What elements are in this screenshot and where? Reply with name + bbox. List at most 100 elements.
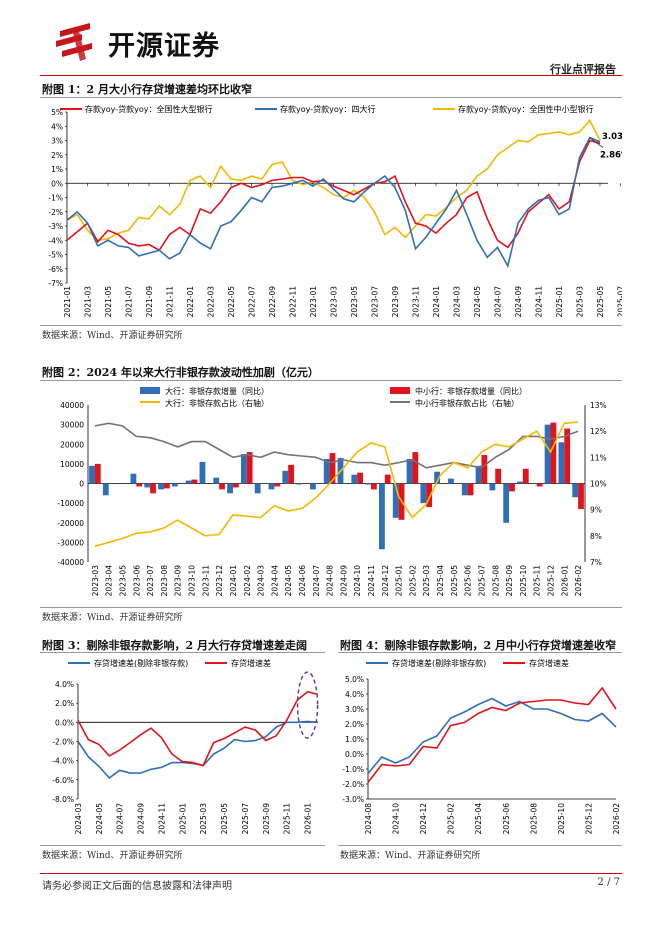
fig2-x-tick-label: 2024-01 — [229, 565, 238, 597]
fig2-x-tick-label: 2024-04 — [270, 565, 279, 597]
fig3-legend-label: 存贷增速差(剔除非银存款) — [94, 658, 188, 668]
fig4-x-tick-label: 2026-02 — [612, 803, 621, 835]
fig1-x-tick-label: 2025-03 — [576, 286, 585, 318]
fig2-x-tick-label: 2025-01 — [395, 565, 404, 597]
fig1-chart: 存款yoy-贷款yoy：全国性大型银行 存款yoy-贷款yoy：四大行 存款yoy-… — [48, 104, 623, 318]
fig3-x-tick-label: 2025-11 — [283, 803, 292, 835]
fig2-bar-large — [213, 477, 220, 484]
fig2-x-tick-label: 2023-09 — [174, 565, 183, 597]
fig2-bar-large — [89, 465, 95, 484]
fig2-y-tick-label: -10000 — [57, 499, 84, 508]
fig1-y-tick-label: -6% — [48, 265, 63, 274]
fig4-y-tick-label: -2.0% — [342, 780, 364, 789]
fig3-series-line-1 — [77, 690, 319, 767]
fig2-legend-label: 中小行非银存款占比（右轴） — [415, 398, 519, 408]
fig2-bar-small — [564, 428, 571, 484]
fig1-x-tick-label: 2024-03 — [453, 286, 462, 318]
fig2-x-tick-label: 2024-09 — [339, 565, 348, 597]
fig4-y-tick-label: 1.0% — [345, 735, 364, 744]
fig4-x-tick-label: 2025-10 — [557, 803, 566, 835]
fig1-y-tick-label: 0% — [51, 179, 63, 188]
fig2-series-line-2 — [94, 421, 579, 548]
fig1-x-tick-label: 2023-07 — [371, 286, 380, 318]
footer-rule — [40, 873, 622, 874]
fig2-title: 附图 2：2024 年以来大行非银存款波动性加剧（亿元） — [42, 366, 319, 379]
fig4-chart: 存贷增速差(剔除非银存款) 存贷增速差 5.0% 4.0% 3.0% 2.0% 1.0% 0.… — [342, 658, 621, 835]
fig2-bar-large — [461, 483, 468, 496]
fig1-source: 数据来源：Wind、开源证券研究所 — [42, 331, 183, 341]
fig3-series-line-0 — [77, 720, 319, 779]
fig2-bar-large — [351, 474, 358, 484]
fig2-bar-large — [489, 483, 496, 491]
fig2-bar-large — [434, 471, 441, 484]
fig1-x-tick-label: 2023-03 — [330, 286, 339, 318]
fig2-bar-small — [163, 483, 170, 489]
fig2-source: 数据来源：Wind、开源证券研究所 — [42, 613, 183, 623]
fig1-y-tick-label: -7% — [48, 279, 63, 288]
fig2-x-tick-label: 2024-12 — [381, 565, 390, 597]
fig2-y-tick-label: 0 — [79, 480, 84, 489]
fig1-y-tick-label: -3% — [48, 222, 63, 231]
fig1-title: 附图 1：2 月大小行存贷增速差均环比收窄 — [42, 83, 252, 96]
fig1-y-tick-label: 4% — [51, 122, 63, 131]
fig1-x-tick-label: 2024-07 — [494, 286, 503, 318]
fig2-bar-large — [158, 483, 164, 490]
fig3-title: 附图 3：剔除非银存款影响，2 月大行存贷增速差走阔 — [42, 639, 307, 652]
fig2-bar-large — [503, 483, 510, 523]
fig3-x-tick-label: 2025-07 — [241, 803, 250, 835]
fig4-y-tick-label: -1.0% — [342, 765, 364, 774]
fig1-y-tick-label: -5% — [48, 251, 63, 260]
fig4-series-line-0 — [367, 697, 617, 775]
fig4-x-tick-label: 2025-12 — [584, 803, 593, 835]
fig2-bar-small — [536, 483, 543, 487]
fig2-bottom-rule — [40, 607, 622, 608]
fig4-x-tick-label: 2025-04 — [474, 803, 483, 835]
fig1-x-tick-label: 2024-05 — [473, 286, 482, 318]
fig2-bar-large — [130, 473, 137, 484]
fig1-series-line-2 — [66, 119, 601, 242]
fig2-bar-large — [544, 424, 551, 484]
fig1-x-tick-label: 2025-07 — [617, 286, 623, 318]
fig2-legend-label: 大行：非银存款占比（右轴） — [165, 398, 269, 408]
fig2-x-tick-label: 2025-10 — [519, 565, 528, 597]
fig3-x-tick-label: 2024-07 — [116, 803, 125, 835]
fig2-bar-small — [94, 463, 101, 484]
fig2-x-tick-label: 2024-05 — [284, 565, 293, 597]
fig2-x-tick-label: 2025-07 — [477, 565, 486, 597]
fig2-bar-small — [509, 483, 515, 492]
fig1-series-line-1 — [66, 136, 601, 269]
fig2-bar-small — [274, 483, 281, 487]
fig2-x-tick-label: 2024-11 — [367, 565, 376, 597]
fig3-top-rule — [40, 652, 325, 653]
fig3-y-tick-label: 4.0% — [55, 680, 74, 689]
fig4-legend-label: 存贷增速差(剔除非银存款) — [392, 658, 486, 668]
fig2-bar-large — [282, 470, 289, 484]
fig2-bar-small — [481, 455, 488, 484]
fig2-y-tick-label: 10000 — [60, 460, 84, 469]
fig2-bar-small — [357, 472, 364, 484]
fig1-x-tick-label: 2021-01 — [63, 286, 72, 318]
fig1-legend-label: 存款yoy-贷款yoy：全国性中小型银行 — [458, 104, 593, 114]
brand-logo-icon — [52, 21, 106, 63]
fig4-bottom-rule — [338, 845, 622, 846]
fig3-y-tick-label: -2.0% — [52, 738, 74, 747]
fig1-x-tick-label: 2024-09 — [514, 286, 523, 318]
fig4-legend-label: 存贷增速差 — [529, 658, 569, 668]
fig2-bar-small — [288, 464, 294, 484]
fig2-bar-small — [150, 483, 156, 494]
fig1-y-tick-label: -4% — [48, 236, 63, 245]
fig3-y-tick-label: -8.0% — [52, 795, 74, 804]
fig3-x-tick-label: 2026-01 — [304, 803, 313, 835]
fig1-x-tick-label: 2023-01 — [309, 286, 318, 318]
fig2-legend-swatch — [140, 387, 160, 394]
fig2-x-tick-label: 2025-02 — [408, 565, 417, 597]
fig1-x-tick-label: 2021-09 — [145, 286, 154, 318]
fig2-x-tick-label: 2024-08 — [326, 565, 335, 597]
fig2-bar-large — [379, 483, 385, 550]
fig2-x-tick-label: 2025-03 — [422, 565, 431, 597]
fig2-x-tick-label: 2025-06 — [464, 565, 473, 597]
fig3-y-tick-label: 2.0% — [55, 699, 74, 708]
fig1-x-tick-label: 2021-05 — [104, 286, 113, 318]
fig4-source: 数据来源：Wind、开源证券研究所 — [340, 851, 481, 861]
fig2-top-rule — [40, 380, 622, 381]
